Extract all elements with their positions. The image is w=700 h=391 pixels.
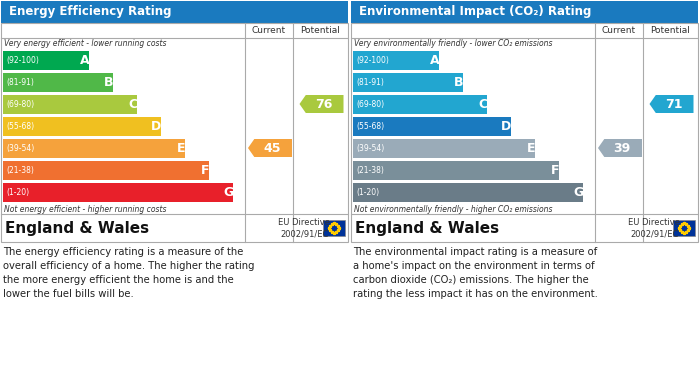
Polygon shape: [248, 139, 292, 157]
Text: (55-68): (55-68): [356, 122, 384, 131]
Text: Current: Current: [252, 26, 286, 35]
Bar: [351, 1, 698, 23]
Text: D: D: [501, 120, 512, 133]
Text: D: D: [151, 120, 162, 133]
Text: A: A: [80, 54, 90, 67]
Text: (69-80): (69-80): [356, 99, 384, 108]
Text: EU Directive
2002/91/EC: EU Directive 2002/91/EC: [629, 218, 680, 239]
Bar: [353, 50, 440, 70]
Text: G: G: [223, 186, 233, 199]
Bar: [3, 183, 233, 201]
Bar: [3, 117, 162, 136]
Text: E: E: [527, 142, 536, 155]
Bar: [353, 117, 512, 136]
Text: (55-68): (55-68): [6, 122, 34, 131]
Bar: [3, 50, 90, 70]
Bar: [353, 183, 583, 201]
Text: Current: Current: [602, 26, 636, 35]
Bar: [323, 220, 345, 236]
Text: B: B: [104, 76, 113, 89]
Bar: [351, 23, 698, 242]
Bar: [1, 23, 348, 242]
Text: England & Wales: England & Wales: [5, 221, 149, 235]
Text: A: A: [430, 54, 440, 67]
Polygon shape: [650, 95, 694, 113]
Text: Very environmentally friendly - lower CO₂ emissions: Very environmentally friendly - lower CO…: [354, 39, 552, 48]
Text: The environmental impact rating is a measure of
a home's impact on the environme: The environmental impact rating is a mea…: [353, 247, 598, 299]
Text: (39-54): (39-54): [6, 143, 34, 152]
Polygon shape: [598, 139, 642, 157]
Bar: [353, 95, 487, 113]
Text: (81-91): (81-91): [356, 77, 384, 86]
Bar: [353, 138, 536, 158]
Text: 71: 71: [665, 97, 682, 111]
Text: F: F: [201, 164, 209, 177]
Text: 76: 76: [315, 97, 332, 111]
Text: G: G: [573, 186, 583, 199]
Text: (21-38): (21-38): [356, 165, 384, 174]
Text: Energy Efficiency Rating: Energy Efficiency Rating: [9, 5, 171, 18]
Text: (1-20): (1-20): [356, 188, 379, 197]
Text: C: C: [478, 98, 487, 111]
Text: (92-100): (92-100): [356, 56, 389, 65]
Text: Not energy efficient - higher running costs: Not energy efficient - higher running co…: [4, 204, 167, 213]
Bar: [3, 138, 186, 158]
Text: (81-91): (81-91): [6, 77, 34, 86]
Text: B: B: [454, 76, 463, 89]
Bar: [673, 220, 695, 236]
Polygon shape: [300, 95, 344, 113]
Text: Not environmentally friendly - higher CO₂ emissions: Not environmentally friendly - higher CO…: [354, 204, 552, 213]
Text: Environmental Impact (CO₂) Rating: Environmental Impact (CO₂) Rating: [359, 5, 592, 18]
Text: (39-54): (39-54): [356, 143, 384, 152]
Bar: [353, 72, 463, 91]
Text: F: F: [551, 164, 559, 177]
Bar: [353, 160, 559, 179]
Text: (21-38): (21-38): [6, 165, 34, 174]
Bar: [3, 160, 209, 179]
Text: (92-100): (92-100): [6, 56, 39, 65]
Text: (69-80): (69-80): [6, 99, 34, 108]
Text: Very energy efficient - lower running costs: Very energy efficient - lower running co…: [4, 39, 167, 48]
Text: (1-20): (1-20): [6, 188, 29, 197]
Bar: [1, 1, 348, 23]
Text: Potential: Potential: [650, 26, 690, 35]
Text: England & Wales: England & Wales: [355, 221, 499, 235]
Text: 39: 39: [613, 142, 631, 154]
Text: Potential: Potential: [300, 26, 340, 35]
Text: EU Directive
2002/91/EC: EU Directive 2002/91/EC: [279, 218, 330, 239]
Text: E: E: [177, 142, 186, 155]
Text: The energy efficiency rating is a measure of the
overall efficiency of a home. T: The energy efficiency rating is a measur…: [3, 247, 255, 299]
Text: 45: 45: [263, 142, 281, 154]
Bar: [3, 72, 113, 91]
Bar: [3, 95, 137, 113]
Text: C: C: [128, 98, 137, 111]
